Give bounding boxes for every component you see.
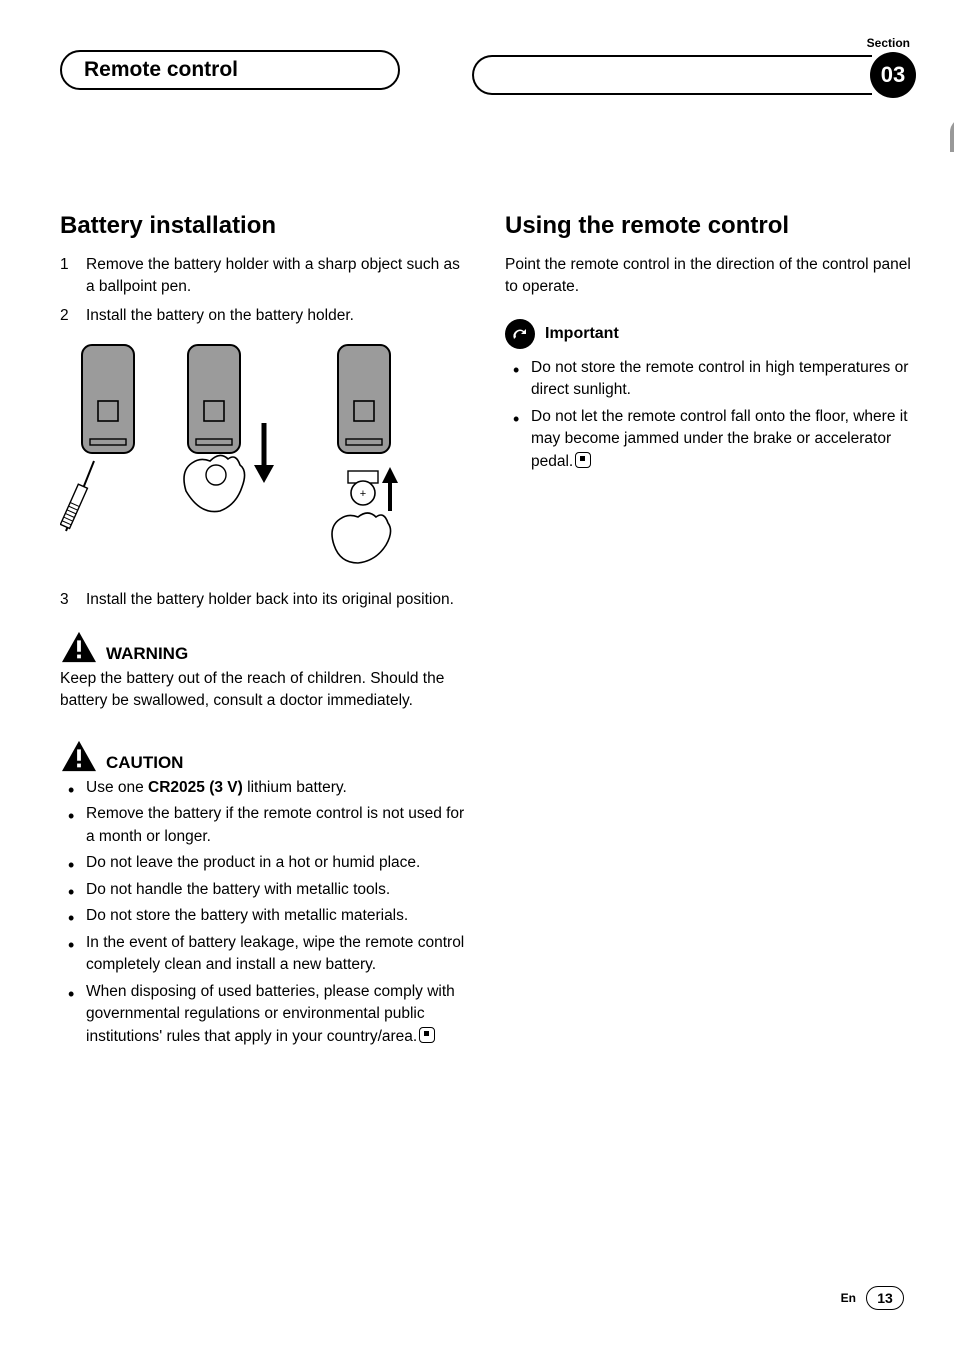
warning-label: WARNING — [106, 644, 188, 664]
warning-header: WARNING — [60, 630, 471, 664]
language-tab: English — [950, 118, 954, 238]
chapter-title: Remote control — [84, 58, 238, 82]
page-footer: En 13 — [841, 1286, 904, 1310]
important-label: Important — [545, 325, 619, 343]
install-steps-cont: 3Install the battery holder back into it… — [60, 589, 471, 611]
section-pill — [472, 55, 872, 95]
illus-remote-battery: + — [310, 341, 420, 571]
end-mark-icon — [419, 1027, 435, 1043]
caution-label: CAUTION — [106, 753, 183, 773]
step-1: 1Remove the battery holder with a sharp … — [60, 254, 471, 299]
caution-item: Do not leave the product in a hot or hum… — [60, 852, 471, 874]
footer-lang: En — [841, 1291, 856, 1305]
left-column: Battery installation 1Remove the battery… — [60, 212, 471, 1052]
important-list: Do not store the remote control in high … — [505, 357, 916, 473]
caution-item: Do not store the battery with metallic m… — [60, 905, 471, 927]
section-label: Section — [472, 36, 916, 50]
warning-body: Keep the battery out of the reach of chi… — [60, 668, 471, 713]
battery-illustration: + — [60, 341, 471, 571]
important-item: Do not store the remote control in high … — [505, 357, 916, 402]
chapter-pill: Remote control — [60, 50, 400, 90]
using-heading: Using the remote control — [505, 212, 916, 240]
caution-item: Remove the battery if the remote control… — [60, 803, 471, 848]
page-header: Remote control Section 03 — [60, 36, 916, 92]
step-3: 3Install the battery holder back into it… — [60, 589, 471, 611]
end-mark-icon — [575, 452, 591, 468]
caution-item: Use one CR2025 (3 V) lithium battery. — [60, 777, 471, 799]
content-columns: Battery installation 1Remove the battery… — [60, 212, 916, 1052]
important-item: Do not let the remote control fall onto … — [505, 406, 916, 473]
caution-list: Use one CR2025 (3 V) lithium battery. Re… — [60, 777, 471, 1048]
step-2: 2Install the battery on the battery hold… — [60, 305, 471, 327]
caution-item: When disposing of used batteries, please… — [60, 981, 471, 1048]
caution-item: In the event of battery leakage, wipe th… — [60, 932, 471, 977]
right-column: Using the remote control Point the remot… — [505, 212, 916, 1052]
section-number: 03 — [870, 52, 916, 98]
caution-icon — [60, 739, 98, 773]
caution-header: CAUTION — [60, 739, 471, 773]
illus-remote-hand — [170, 341, 290, 541]
battery-heading: Battery installation — [60, 212, 471, 240]
section-wrap: Section 03 — [472, 36, 916, 98]
important-icon — [505, 319, 535, 349]
warning-icon — [60, 630, 98, 664]
install-steps: 1Remove the battery holder with a sharp … — [60, 254, 471, 327]
svg-text:+: + — [360, 488, 366, 500]
important-header: Important — [505, 319, 916, 349]
page-number: 13 — [866, 1286, 904, 1310]
caution-item: Do not handle the battery with metallic … — [60, 879, 471, 901]
illus-remote-pen — [60, 341, 150, 541]
using-intro: Point the remote control in the directio… — [505, 254, 916, 299]
